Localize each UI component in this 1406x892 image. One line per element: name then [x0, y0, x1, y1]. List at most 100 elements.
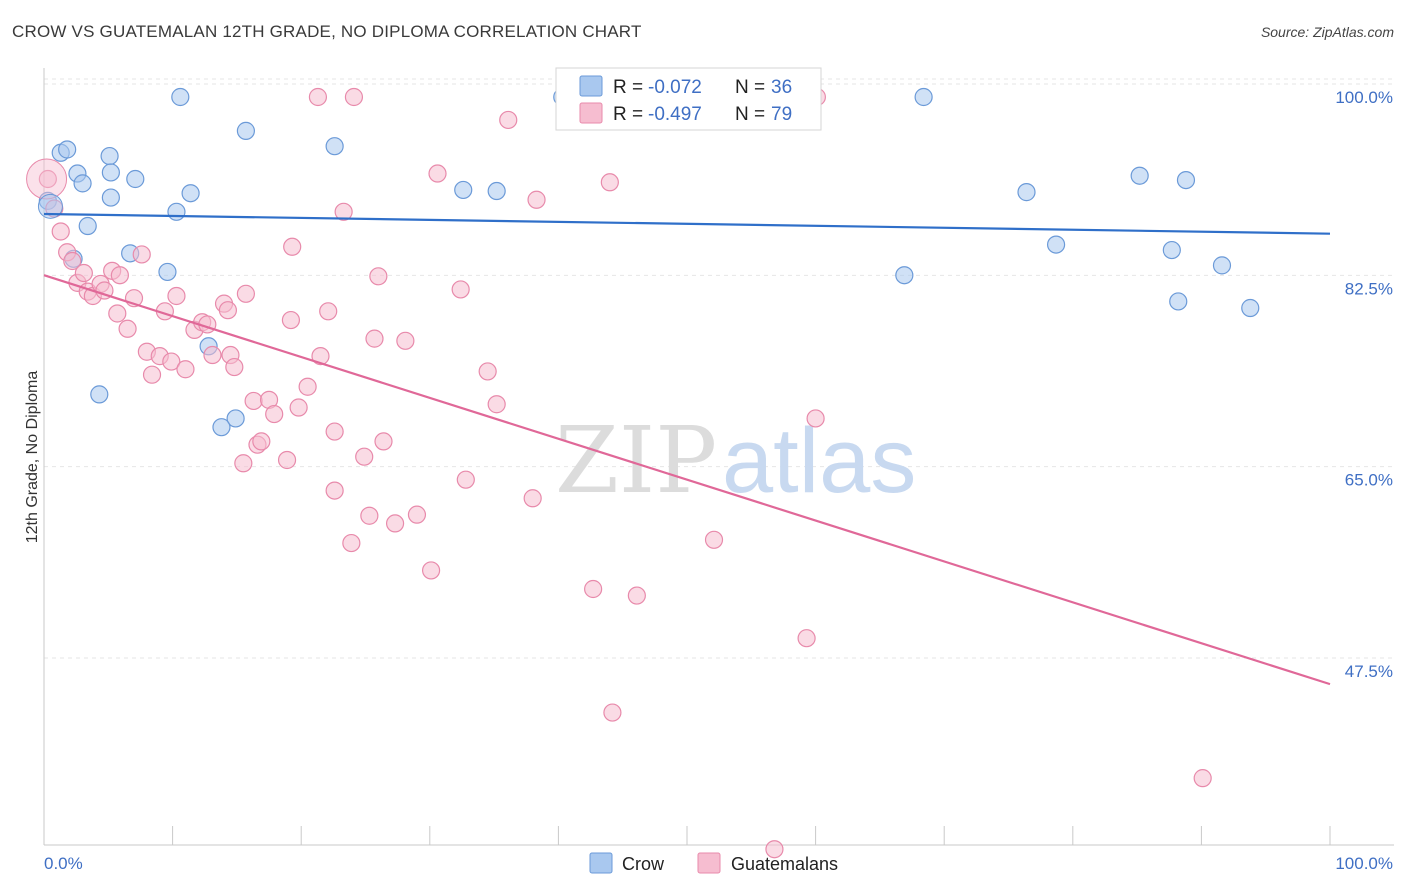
- point-crow-18: [226, 409, 245, 428]
- point-crow-12: [171, 87, 190, 107]
- bottom-legend-swatch-guatemalans: [697, 852, 721, 874]
- legend-r-label-guatemalans: R =: [613, 104, 643, 125]
- point-guatemalans-58: [421, 561, 441, 580]
- point-guatemalans-57: [407, 505, 427, 524]
- point-guatemalans-41: [283, 237, 302, 256]
- source-label: Source: ZipAtlas.com: [1260, 24, 1394, 40]
- point-crow-26: [914, 87, 933, 107]
- point-guatemalans-63: [487, 395, 506, 414]
- point-guatemalans-55: [385, 514, 405, 533]
- legend-r-label-crow: R =: [613, 77, 643, 98]
- point-crow-2: [58, 140, 77, 159]
- point-guatemalans-59: [428, 164, 447, 183]
- point-guatemalans-40: [281, 310, 301, 330]
- point-guatemalans-4: [63, 251, 82, 271]
- point-crow-29: [1046, 235, 1066, 254]
- point-crow-15: [158, 262, 177, 282]
- legend-swatch-guatemalans: [579, 102, 603, 124]
- chart-title: CROW VS GUATEMALAN 12TH GRADE, NO DIPLOM…: [12, 22, 642, 41]
- watermark-zip: ZIP: [555, 407, 717, 514]
- point-guatemalans-61: [456, 470, 475, 489]
- point-guatemalans-47: [325, 481, 344, 500]
- point-guatemalans-2: [51, 222, 70, 241]
- point-crow-9: [101, 188, 120, 207]
- point-crow-4: [73, 174, 92, 193]
- point-guatemalans-65: [523, 489, 542, 508]
- legend-n-label-guatemalans: N =: [735, 104, 765, 125]
- point-guatemalans-42: [289, 398, 308, 417]
- point-guatemalans-71: [765, 840, 784, 859]
- point-guatemalans-70: [704, 530, 724, 549]
- point-guatemalans-76: [344, 87, 364, 107]
- point-guatemalans-38: [265, 404, 284, 424]
- point-guatemalans-21: [162, 352, 181, 371]
- y-tick-label-1: 65.0%: [1345, 471, 1393, 490]
- legend-swatch-crow: [579, 75, 603, 97]
- point-guatemalans-18: [142, 365, 162, 384]
- point-guatemalans-12: [110, 266, 129, 285]
- trend-lines: [43, 212, 1331, 686]
- point-guatemalans-72: [806, 409, 825, 428]
- bottom-legend: Crow Guatemalans: [589, 852, 838, 874]
- point-crow-27: [1017, 183, 1036, 202]
- point-crow-5: [78, 216, 97, 236]
- legend-n-label-crow: N =: [735, 77, 765, 98]
- point-guatemalans-53: [369, 267, 388, 286]
- point-guatemalans-66: [527, 190, 546, 209]
- point-guatemalans-62: [478, 362, 497, 381]
- point-crow-20: [90, 385, 109, 404]
- point-guatemalans-48: [334, 202, 353, 221]
- point-guatemalans-27: [203, 345, 222, 365]
- point-guatemalans-22: [167, 286, 186, 306]
- point-crow-cluster: [37, 193, 63, 219]
- x-tick-label-0: 0.0%: [44, 854, 83, 873]
- point-guatemalans-46: [325, 422, 344, 441]
- point-guatemalans-31: [225, 357, 244, 377]
- bottom-legend-crow: Crow: [622, 854, 665, 874]
- point-guatemalans-15: [108, 304, 127, 323]
- y-tick-label-2: 82.5%: [1345, 279, 1393, 298]
- point-guatemalans-51: [360, 506, 379, 525]
- point-guatemalans-60: [451, 280, 470, 299]
- point-guatemalans-33: [236, 284, 256, 303]
- point-guatemalans-52: [365, 329, 384, 348]
- x-tick-labels: 0.0% 100.0%: [44, 854, 1393, 873]
- trend-line-guatemalans: [43, 274, 1331, 686]
- bottom-legend-guatemalans: Guatemalans: [731, 854, 838, 874]
- point-guatemalans-49: [342, 533, 361, 553]
- point-crow-22: [454, 180, 473, 200]
- y-tick-labels: 47.5% 65.0% 82.5% 100.0%: [1335, 88, 1393, 681]
- point-guatemalans-54: [374, 432, 393, 451]
- point-guatemalans-29: [218, 301, 237, 320]
- point-guatemalans-0: [38, 169, 57, 189]
- point-crow-23: [487, 181, 506, 201]
- legend-r-value-guatemalans: -0.497: [648, 104, 702, 125]
- y-axis-label: 12th Grade, No Diploma: [24, 371, 41, 544]
- point-guatemalans-67: [600, 173, 619, 192]
- point-guatemalans-16: [118, 319, 137, 338]
- point-crow-8: [101, 163, 120, 182]
- point-crow-32: [1176, 170, 1196, 190]
- point-guatemalans-73: [797, 629, 816, 648]
- point-guatemalans-23: [176, 360, 195, 379]
- point-crow-7: [100, 146, 119, 166]
- y-tick-label-3: 100.0%: [1335, 88, 1393, 107]
- legend-n-value-guatemalans: 79: [771, 104, 792, 125]
- trend-line-crow: [43, 212, 1331, 235]
- legend-n-value-crow: 36: [771, 77, 792, 98]
- data-points: [26, 87, 1260, 859]
- point-crow-35: [1241, 298, 1260, 318]
- watermark-atlas: atlas: [722, 410, 916, 512]
- point-crow-28: [895, 266, 914, 285]
- point-crow-14: [181, 184, 200, 203]
- legend-r-value-crow: -0.072: [648, 77, 702, 98]
- point-guatemalans-44: [311, 347, 330, 366]
- point-guatemalans-14: [132, 245, 151, 264]
- bottom-legend-swatch-crow: [589, 852, 613, 874]
- point-guatemalans-75: [308, 87, 328, 107]
- point-guatemalans-50: [355, 447, 374, 466]
- point-guatemalans-45: [319, 302, 338, 321]
- point-guatemalans-39: [277, 450, 297, 470]
- point-guatemalans-cluster: [26, 158, 68, 200]
